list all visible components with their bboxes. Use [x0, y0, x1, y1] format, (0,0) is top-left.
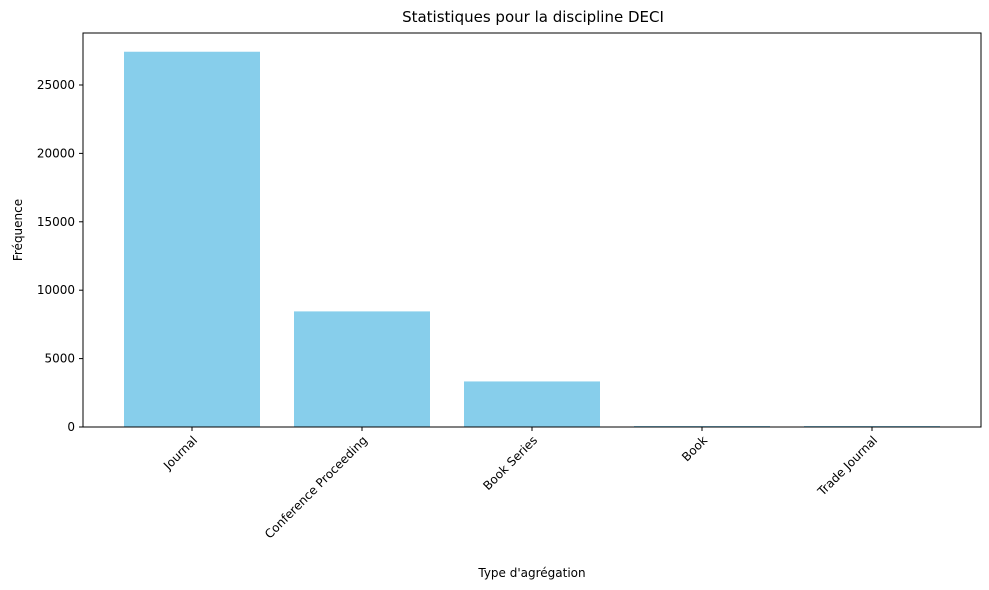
- x-axis-label: Type d'agrégation: [477, 566, 585, 580]
- bar-conference-proceeding: [294, 311, 430, 427]
- x-tick-label: Conference Proceeding: [262, 433, 370, 541]
- y-tick-label: 15000: [37, 215, 75, 229]
- y-tick-label: 10000: [37, 283, 75, 297]
- chart-title: Statistiques pour la discipline DECI: [402, 8, 664, 26]
- plot-frame: [82, 32, 982, 428]
- x-tick-label: Book Series: [480, 433, 540, 493]
- y-tick-label: 20000: [37, 146, 75, 160]
- bar-journal: [124, 51, 260, 427]
- bar-book-series: [464, 381, 600, 427]
- x-axis: Journal Conference Proceeding Book Series B…: [160, 427, 880, 541]
- x-tick-label: Trade Journal: [814, 433, 880, 499]
- y-tick-label: 0: [67, 420, 75, 434]
- x-tick-label: Book: [679, 433, 710, 464]
- bars-group: [124, 51, 940, 427]
- y-tick-label: 5000: [44, 352, 75, 366]
- y-axis: 0 5000 10000 15000 20000 25000: [37, 78, 83, 434]
- x-tick-label: Journal: [160, 433, 200, 473]
- y-axis-label: Fréquence: [11, 199, 25, 261]
- y-tick-label: 25000: [37, 78, 75, 92]
